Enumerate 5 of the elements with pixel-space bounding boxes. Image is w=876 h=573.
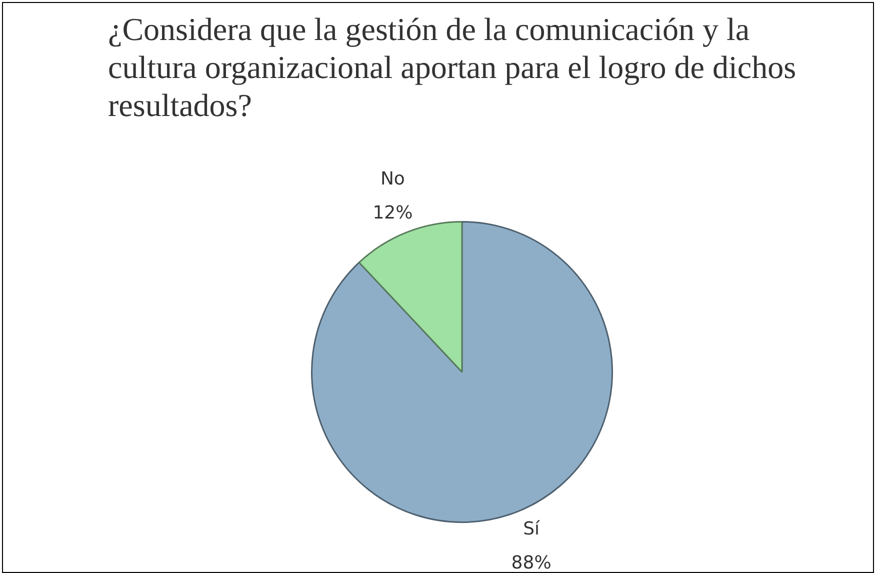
data-label: 12%: [372, 202, 413, 224]
chart-title: ¿Considera que la gestión de la comunicación y la cultura organizacional aportan para el logro de dichos resultados?: [108, 10, 798, 124]
slice-label: No: [380, 168, 405, 190]
slice-label: Sí: [523, 518, 541, 540]
data-label: 88%: [511, 552, 552, 573]
